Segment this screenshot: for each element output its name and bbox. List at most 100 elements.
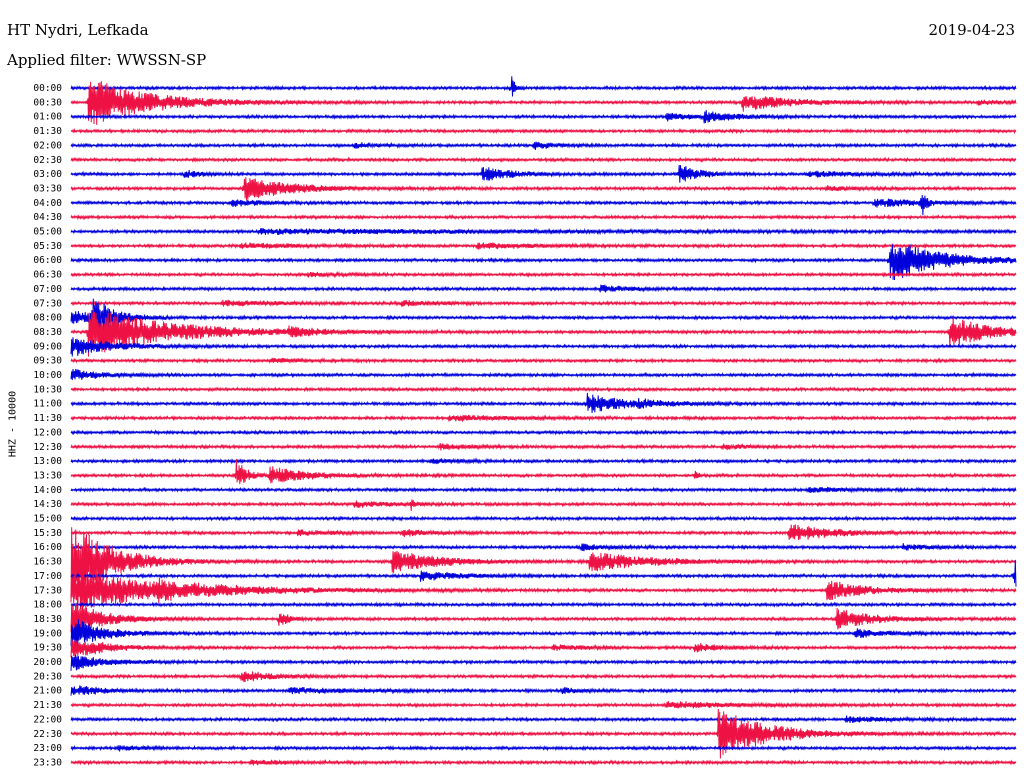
record-date: 2019-04-23 <box>928 21 1015 39</box>
trace-0130 <box>70 127 1017 135</box>
trace-1000 <box>70 368 1017 381</box>
time-label: 23:30 <box>33 757 62 768</box>
time-label: 04:00 <box>33 198 62 209</box>
trace-0500 <box>70 227 1017 236</box>
trace-2000 <box>70 654 1017 671</box>
time-label: 00:30 <box>33 97 62 108</box>
trace-0100 <box>70 110 1017 124</box>
trace-0700 <box>70 284 1017 293</box>
trace-0830 <box>70 307 1017 357</box>
trace-0000 <box>70 76 1017 97</box>
time-label: 12:00 <box>33 427 62 438</box>
time-label: 21:30 <box>33 700 62 711</box>
time-label: 02:00 <box>33 140 62 151</box>
trace-1900 <box>70 619 1017 649</box>
trace-0200 <box>70 141 1017 150</box>
trace-0230 <box>70 156 1017 164</box>
trace-2330 <box>70 758 1017 766</box>
trace-0630 <box>70 270 1017 279</box>
time-label: 07:00 <box>33 284 62 295</box>
time-label: 15:30 <box>33 528 62 539</box>
time-label: 23:00 <box>33 743 62 754</box>
time-label: 13:30 <box>33 470 62 481</box>
trace-1530 <box>70 524 1017 541</box>
trace-1630 <box>70 527 1017 600</box>
trace-0730 <box>70 299 1017 307</box>
time-label: 02:30 <box>33 155 62 166</box>
time-label: 16:30 <box>33 557 62 568</box>
time-label: 20:00 <box>33 657 62 668</box>
trace-0330 <box>70 177 1017 201</box>
trace-2130 <box>70 701 1017 709</box>
time-label: 01:00 <box>33 112 62 123</box>
time-label: 20:30 <box>33 671 62 682</box>
time-label: 16:00 <box>33 542 62 553</box>
time-label: 09:00 <box>33 341 62 352</box>
trace-1500 <box>70 515 1017 522</box>
time-label: 17:30 <box>33 585 62 596</box>
time-label: 12:30 <box>33 442 62 453</box>
trace-0400 <box>70 194 1017 216</box>
time-label: 09:30 <box>33 356 62 367</box>
time-label: 05:00 <box>33 227 62 238</box>
trace-1600 <box>70 543 1017 552</box>
trace-1800 <box>70 601 1017 609</box>
time-label: 04:30 <box>33 212 62 223</box>
trace-1330 <box>70 458 1017 485</box>
trace-0430 <box>70 213 1017 221</box>
trace-0530 <box>70 242 1017 250</box>
time-label: 21:00 <box>33 686 62 697</box>
time-label: 00:00 <box>33 83 62 94</box>
time-label: 14:30 <box>33 499 62 510</box>
time-label: 10:30 <box>33 384 62 395</box>
trace-1300 <box>70 457 1017 465</box>
time-label: 14:00 <box>33 485 62 496</box>
trace-2030 <box>70 671 1017 683</box>
trace-1430 <box>70 499 1017 511</box>
trace-1700 <box>70 560 1017 587</box>
trace-0300 <box>70 164 1017 183</box>
time-label: 08:00 <box>33 313 62 324</box>
time-label: 07:30 <box>33 298 62 309</box>
trace-0900 <box>70 337 1017 357</box>
trace-1200 <box>70 429 1017 436</box>
time-label: 18:00 <box>33 600 62 611</box>
time-label: 17:00 <box>33 571 62 582</box>
time-label: 11:30 <box>33 413 62 424</box>
time-label: 06:30 <box>33 270 62 281</box>
time-label: 22:30 <box>33 729 62 740</box>
trace-1230 <box>70 442 1017 451</box>
time-label: 19:00 <box>33 628 62 639</box>
trace-1930 <box>70 638 1017 658</box>
trace-1830 <box>70 603 1017 639</box>
trace-0800 <box>70 298 1017 334</box>
trace-0930 <box>70 357 1017 365</box>
trace-2230 <box>70 708 1017 759</box>
time-label: 05:30 <box>33 241 62 252</box>
time-label: 06:00 <box>33 255 62 266</box>
station-title: HT Nydri, Lefkada <box>7 21 149 39</box>
trace-2100 <box>70 685 1017 696</box>
filter-label: Applied filter: WWSSN-SP <box>7 51 207 69</box>
time-label: 22:00 <box>33 714 62 725</box>
trace-2300 <box>70 744 1017 752</box>
time-label: 19:30 <box>33 643 62 654</box>
time-label: 10:00 <box>33 370 62 381</box>
trace-1100 <box>70 392 1017 414</box>
time-label: 13:00 <box>33 456 62 467</box>
time-label: 18:30 <box>33 614 62 625</box>
time-label: 03:30 <box>33 183 62 194</box>
time-label: 03:00 <box>33 169 62 180</box>
trace-2200 <box>70 715 1017 724</box>
trace-1400 <box>70 486 1017 494</box>
time-label: 01:30 <box>33 126 62 137</box>
time-label: 15:00 <box>33 514 62 525</box>
trace-0600 <box>70 244 1017 281</box>
time-label: 08:30 <box>33 327 62 338</box>
trace-1130 <box>70 414 1017 422</box>
trace-1730 <box>70 570 1017 611</box>
time-label: 11:00 <box>33 399 62 410</box>
trace-1030 <box>70 386 1017 393</box>
